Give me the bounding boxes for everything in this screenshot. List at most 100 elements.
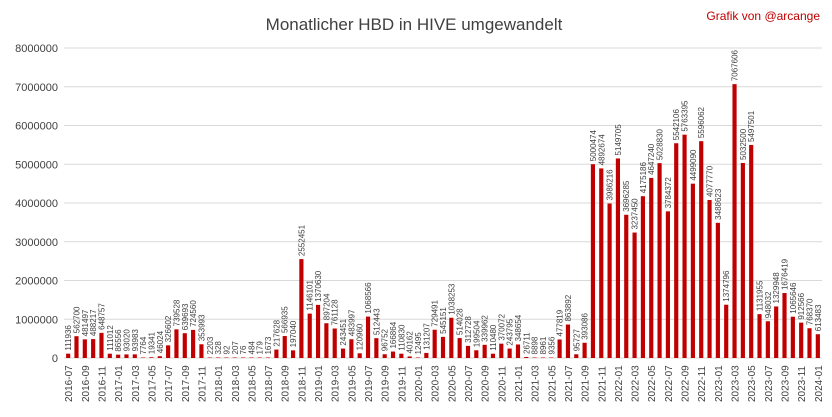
bar — [557, 339, 562, 358]
bar — [232, 357, 237, 358]
bar — [224, 357, 229, 358]
data-label: 86556 — [114, 329, 123, 352]
x-tick-label: 2020-07 — [464, 365, 475, 402]
data-label: 110480 — [489, 324, 498, 351]
data-label: 512443 — [372, 308, 381, 335]
bar — [424, 352, 429, 358]
bar — [74, 336, 79, 358]
data-label: 1131955 — [756, 280, 765, 311]
data-label: 353993 — [197, 314, 206, 341]
bar — [732, 84, 737, 359]
data-label: 5000474 — [589, 130, 598, 162]
data-label: 477819 — [556, 309, 565, 336]
y-tick-label: 4000000 — [15, 198, 58, 210]
data-label: 131207 — [422, 323, 431, 350]
bar — [649, 177, 654, 358]
bar — [174, 329, 179, 358]
x-tick-label: 2022-01 — [614, 365, 625, 402]
bar — [599, 168, 604, 358]
x-axis: 2016-07 2016-09 2016-11 2017-01 2017-03 2017-… — [64, 365, 825, 402]
x-tick-label: 2022-07 — [664, 365, 675, 402]
data-label: 5596062 — [697, 106, 706, 138]
bar — [290, 350, 296, 358]
bar — [632, 232, 637, 358]
bar — [707, 199, 712, 358]
data-label: 111012 — [106, 325, 115, 351]
bar — [690, 183, 695, 358]
bar — [382, 354, 387, 358]
bar — [465, 345, 471, 358]
data-label: 8961 — [539, 336, 548, 354]
x-tick-label: 2017-07 — [164, 365, 175, 402]
bar — [790, 316, 795, 358]
data-label: 2552451 — [297, 224, 306, 256]
data-label: 562700 — [72, 306, 81, 333]
bar — [365, 316, 371, 358]
bar — [132, 354, 137, 358]
data-label: 370072 — [497, 313, 506, 340]
x-tick-label: 2021-11 — [597, 366, 608, 402]
bar — [257, 357, 262, 358]
x-tick-label: 2021-07 — [564, 365, 575, 402]
data-label: 5542106 — [672, 109, 681, 141]
x-tick-label: 2020-05 — [447, 365, 458, 402]
data-label: 5028830 — [656, 128, 665, 160]
data-label: 514028 — [456, 308, 465, 335]
data-label: 5497501 — [747, 110, 756, 142]
x-tick-label: 2018-07 — [264, 365, 275, 402]
x-tick-label: 2022-11 — [697, 366, 708, 402]
data-label: 326602 — [164, 315, 173, 342]
data-label: 483997 — [347, 309, 356, 336]
x-tick-label: 2022-03 — [631, 365, 642, 402]
bar — [807, 328, 812, 358]
bar — [765, 321, 770, 358]
bar — [740, 162, 745, 358]
x-tick-label: 2017-03 — [131, 365, 142, 402]
data-label: 393086 — [581, 313, 590, 340]
x-tick-label: 2024-01 — [814, 365, 825, 402]
data-label: 5032500 — [739, 128, 748, 160]
data-label: 3488623 — [714, 188, 723, 220]
data-label: 166864 — [389, 321, 398, 348]
x-tick-label: 2019-01 — [314, 365, 325, 402]
data-label: 243451 — [339, 318, 348, 345]
bar — [549, 357, 554, 358]
bar — [499, 343, 504, 358]
x-tick-label: 2016-09 — [81, 365, 92, 402]
data-label: 1374796 — [722, 270, 731, 302]
bar — [607, 203, 612, 358]
data-label: 1370630 — [314, 270, 323, 302]
bar — [699, 141, 704, 358]
bars — [66, 84, 820, 359]
data-label: 19341 — [147, 331, 156, 354]
data-label: 2203 — [206, 336, 215, 354]
data-label: 348654 — [514, 314, 523, 341]
data-label: 217628 — [272, 319, 281, 346]
x-tick-label: 2018-05 — [247, 365, 258, 402]
data-label: 1146101 — [306, 279, 315, 310]
bar — [407, 356, 412, 358]
x-tick-label: 2017-05 — [147, 365, 158, 402]
bar — [774, 306, 779, 358]
bar — [157, 356, 162, 358]
bar — [640, 196, 645, 358]
data-label: 120960 — [356, 323, 365, 350]
data-label: 3784372 — [664, 177, 673, 209]
data-label: 40162 — [406, 331, 415, 354]
bar — [299, 259, 304, 358]
data-label: 95727 — [572, 328, 581, 351]
bar — [265, 357, 271, 358]
x-tick-label: 2019-03 — [331, 365, 342, 402]
x-tick-label: 2021-09 — [581, 365, 592, 402]
x-tick-label: 2018-01 — [214, 365, 225, 402]
data-label: 566935 — [281, 306, 290, 333]
data-label: 4077770 — [706, 165, 715, 197]
bar — [757, 314, 762, 358]
data-label: 1329948 — [772, 272, 781, 304]
data-label: 328 — [214, 341, 223, 355]
x-tick-label: 2017-09 — [181, 365, 192, 402]
data-label: 1068566 — [364, 282, 373, 314]
bar — [191, 329, 196, 358]
x-tick-label: 2020-01 — [414, 365, 425, 402]
